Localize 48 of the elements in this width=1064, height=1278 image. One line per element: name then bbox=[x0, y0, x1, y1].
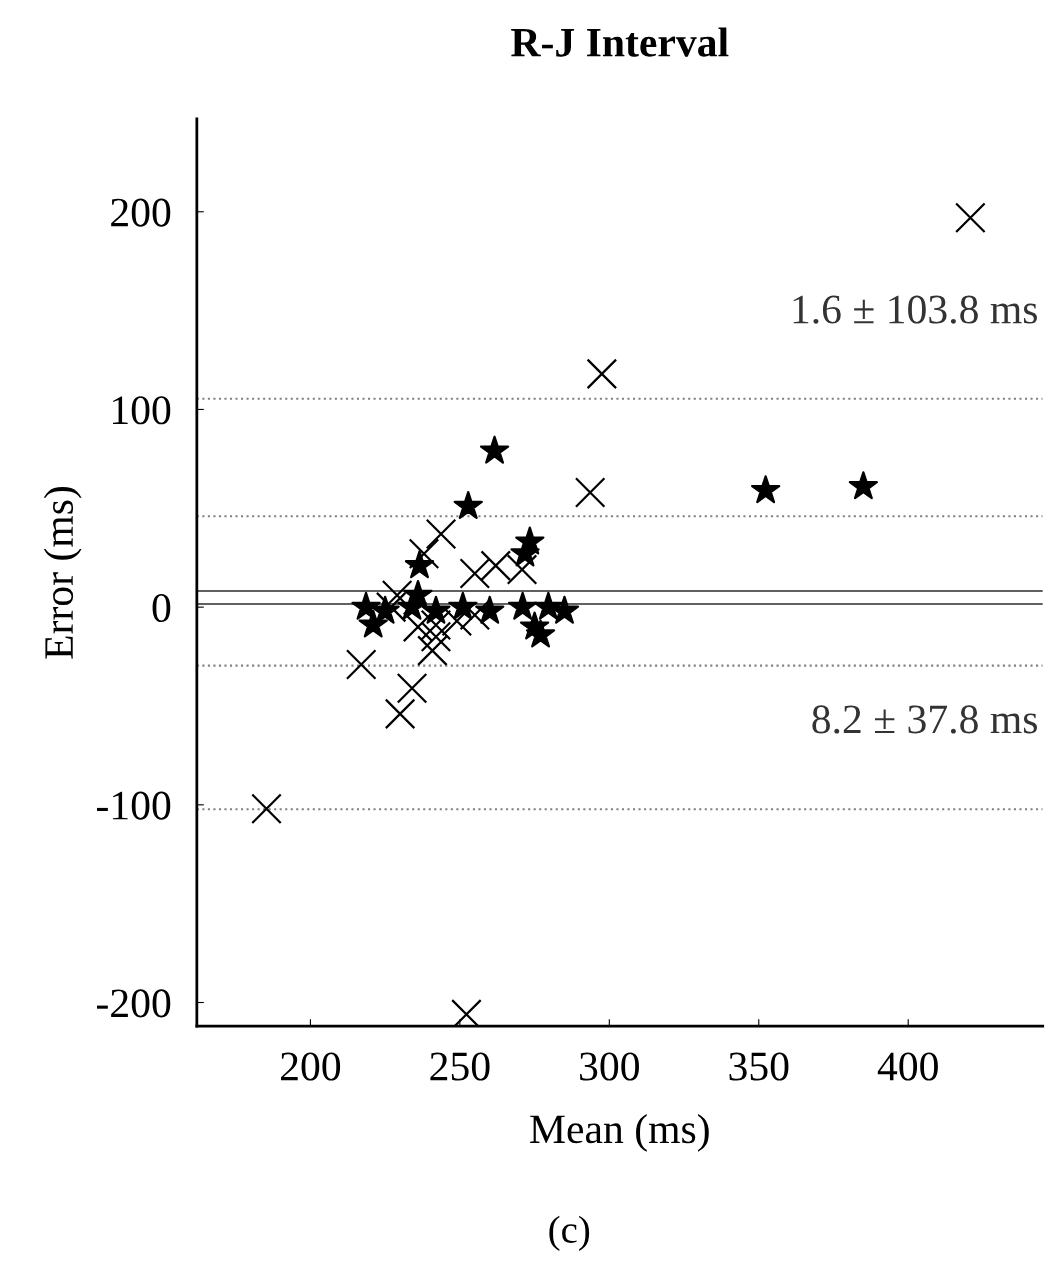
point bbox=[479, 435, 510, 464]
point bbox=[533, 591, 563, 620]
x-tick-label: 400 bbox=[877, 1052, 938, 1081]
point bbox=[448, 591, 478, 620]
point bbox=[251, 793, 282, 825]
y-tick-label: -200 bbox=[97, 989, 171, 1018]
point bbox=[396, 672, 428, 704]
annotation: 1.6 ± 103.8 ms bbox=[793, 295, 1037, 324]
point bbox=[421, 595, 451, 624]
annotation: 8.2 ± 37.8 ms bbox=[812, 705, 1037, 734]
point bbox=[408, 538, 440, 570]
x-tick-label: 200 bbox=[281, 1052, 341, 1081]
point bbox=[480, 550, 512, 581]
x-tick-label: 250 bbox=[430, 1052, 490, 1081]
point bbox=[475, 595, 505, 624]
x-axis-title: Mean (ms) bbox=[530, 1114, 709, 1152]
point bbox=[451, 999, 482, 1027]
point bbox=[453, 490, 483, 519]
point bbox=[425, 518, 457, 550]
point bbox=[420, 621, 452, 653]
point bbox=[441, 605, 473, 637]
point bbox=[358, 609, 388, 638]
point bbox=[506, 554, 538, 585]
point bbox=[403, 579, 433, 608]
point bbox=[402, 611, 434, 643]
point bbox=[404, 550, 435, 579]
y-tick-label: 0 bbox=[152, 593, 171, 623]
point bbox=[384, 698, 416, 730]
y-tick-label: 200 bbox=[111, 198, 171, 227]
point bbox=[586, 358, 618, 390]
y-tick-label: -100 bbox=[97, 791, 171, 820]
point bbox=[751, 475, 781, 504]
point bbox=[420, 609, 452, 641]
point bbox=[459, 558, 491, 589]
point bbox=[370, 595, 400, 624]
y-axis-title: Error (ms) bbox=[43, 487, 82, 659]
point bbox=[519, 611, 550, 640]
point bbox=[955, 202, 986, 234]
point bbox=[345, 649, 377, 680]
chart-title: R-J Interval bbox=[511, 27, 729, 57]
x-tick-label: 350 bbox=[729, 1052, 789, 1081]
point bbox=[417, 635, 448, 666]
point bbox=[848, 471, 879, 500]
point bbox=[574, 477, 606, 508]
point bbox=[507, 591, 538, 620]
y-tick-label: 100 bbox=[113, 396, 171, 425]
text: (c) bbox=[549, 1215, 590, 1251]
x-tick-label: 300 bbox=[580, 1052, 639, 1081]
